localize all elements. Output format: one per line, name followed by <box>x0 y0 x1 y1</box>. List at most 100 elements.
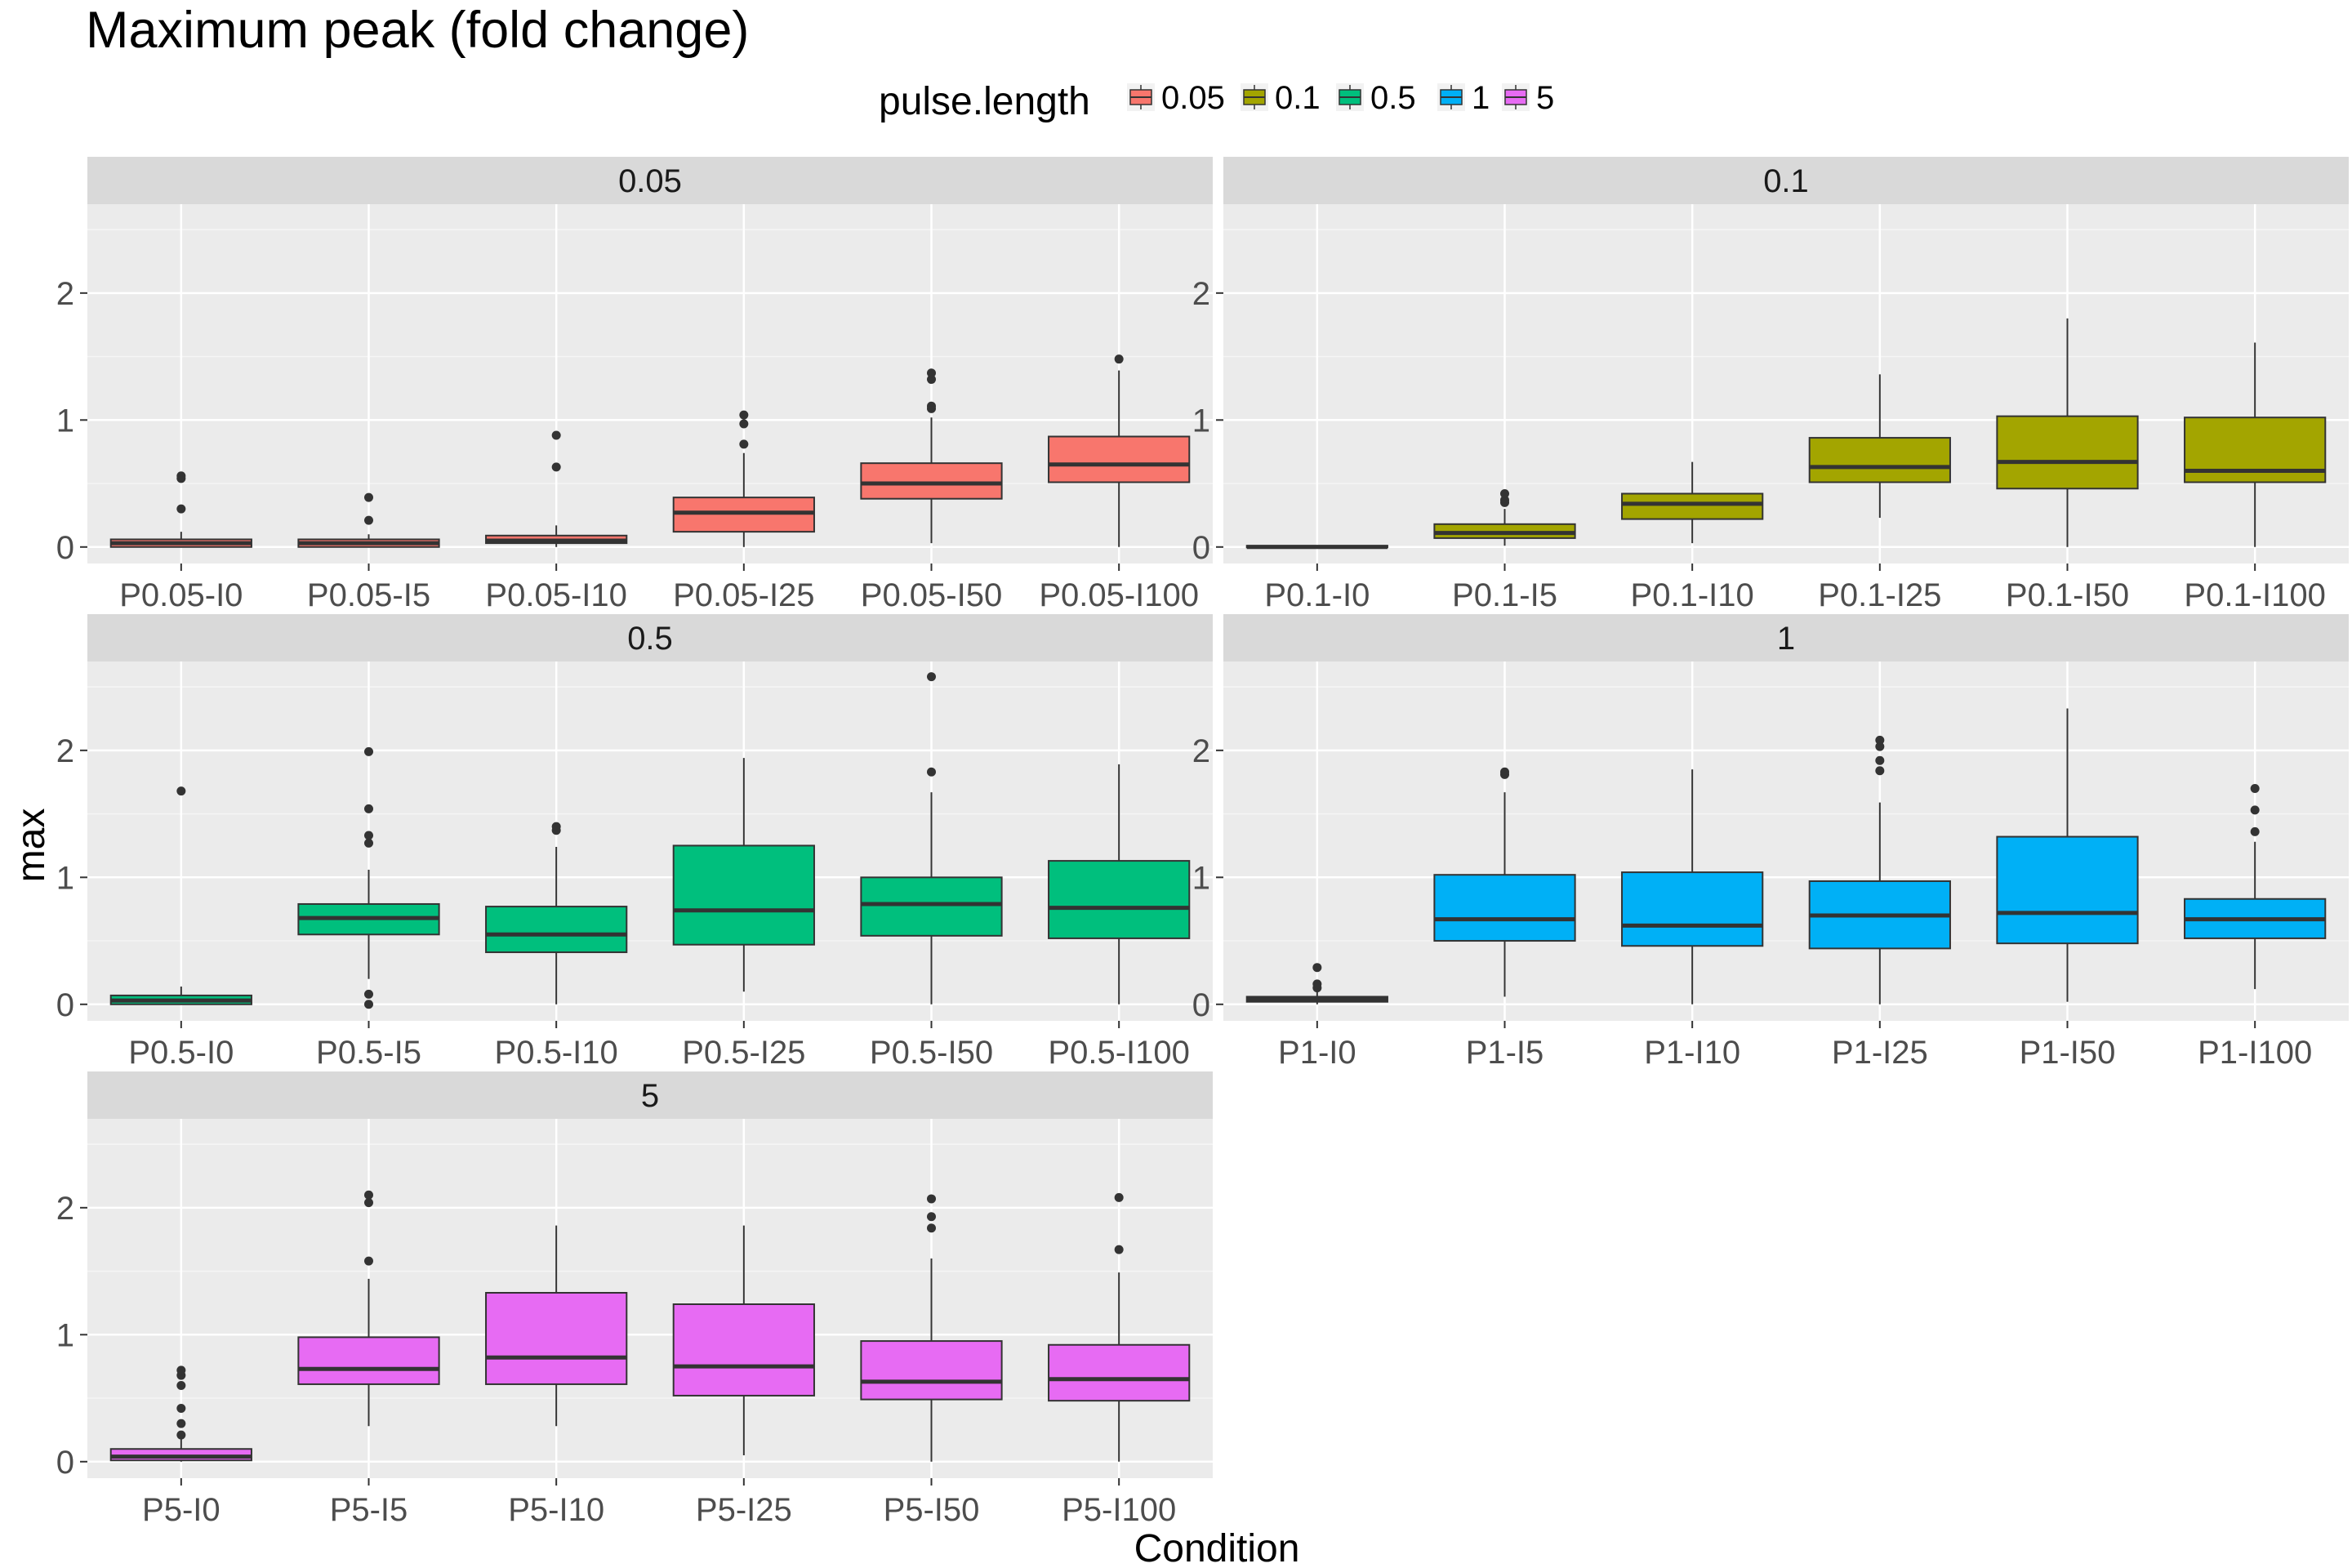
outlier-point <box>1500 495 1509 505</box>
y-tick-label: 1 <box>56 1317 74 1353</box>
x-tick-label: P5-I10 <box>508 1492 604 1528</box>
outlier-point <box>1500 767 1509 777</box>
y-tick-label: 0 <box>56 530 74 566</box>
boxplot-box <box>1048 354 1191 547</box>
outlier-point <box>176 786 186 796</box>
iqr-box <box>1996 835 2139 945</box>
outlier-point <box>364 831 373 840</box>
outlier-point <box>176 1430 186 1440</box>
boxplot-box <box>1996 708 2139 1002</box>
boxplot-box <box>109 471 252 548</box>
iqr-box <box>1996 415 2139 490</box>
outlier-point <box>364 1256 373 1266</box>
y-tick-label: 1 <box>56 403 74 439</box>
boxplot-box <box>1996 318 2139 547</box>
facet-strip-label: 0.05 <box>618 163 682 199</box>
legend-label: 1 <box>1472 80 1490 116</box>
boxplot-box <box>672 410 815 547</box>
boxplot-box <box>2184 783 2327 990</box>
iqr-box <box>485 906 628 954</box>
outlier-point <box>1312 979 1322 989</box>
boxplot-box <box>297 746 440 1009</box>
y-tick-label: 1 <box>1192 860 1210 896</box>
boxplot-box <box>672 1225 815 1456</box>
panel-background <box>87 1119 1213 1478</box>
panel-background <box>1223 662 2349 1021</box>
iqr-box <box>1621 492 1764 520</box>
x-tick-label: P5-I25 <box>696 1492 792 1528</box>
boxplot-box <box>2184 342 2327 547</box>
x-tick-label: P0.05-I5 <box>307 577 430 613</box>
outlier-point <box>927 375 936 385</box>
boxplot-box <box>1433 767 1576 997</box>
outlier-point <box>364 746 373 756</box>
boxplot-box <box>485 822 628 1004</box>
outlier-point <box>1875 735 1885 745</box>
iqr-box <box>860 876 1003 937</box>
facet-panel: 5 0 1 2 P5-I0 P5-I5 P5-I10 P5-I25 P5-I50 P5-I100 <box>56 1071 1213 1528</box>
x-tick-label: P0.05-I50 <box>861 577 1002 613</box>
x-tick-label: P0.5-I5 <box>316 1035 421 1071</box>
outlier-point <box>1312 963 1322 973</box>
outlier-point <box>927 1212 936 1222</box>
outlier-point <box>364 838 373 848</box>
y-tick-label: 1 <box>56 860 74 896</box>
outlier-point <box>2250 805 2260 815</box>
x-tick-label: P0.1-I0 <box>1264 577 1370 613</box>
outlier-point <box>739 419 749 429</box>
outlier-point <box>1114 354 1124 364</box>
facet-strip-label: 0.5 <box>627 621 673 657</box>
facet-strip <box>1223 157 2349 204</box>
facet-panel: 0.1 0 1 2 P0.1-I0 P0.1-I5 P0.1-I10 P0.1-I25 P0.1… <box>1192 157 2349 613</box>
outlier-point <box>1875 755 1885 765</box>
x-tick-label: P0.1-I10 <box>1631 577 1754 613</box>
facet-panels: 0.05 0 1 2 P0.05-I0 P0.05-I5 P0.05-I10 P0.05-I2… <box>56 157 2349 1528</box>
outlier-point <box>551 462 561 472</box>
boxplot-box <box>1048 764 1191 1004</box>
iqr-box <box>1808 437 1951 483</box>
y-tick-label: 2 <box>56 276 74 312</box>
legend-label: 0.05 <box>1161 80 1225 116</box>
outlier-point <box>551 822 561 831</box>
outlier-point <box>1114 1245 1124 1254</box>
x-tick-label: P0.1-I100 <box>2184 577 2325 613</box>
boxplot-box <box>1621 769 1764 1004</box>
y-axis-title: max <box>10 808 53 883</box>
x-tick-label: P0.1-I25 <box>1818 577 1941 613</box>
boxplot-box <box>860 368 1003 544</box>
outlier-point <box>364 804 373 813</box>
iqr-box <box>297 1336 440 1385</box>
outlier-point <box>739 439 749 449</box>
iqr-box <box>860 1340 1003 1401</box>
boxplot-box <box>109 1365 252 1462</box>
boxplot-box <box>109 786 252 1005</box>
chart-title: Maximum peak (fold change) <box>86 2 749 59</box>
boxplot-box <box>1245 545 1388 550</box>
iqr-box <box>1048 1343 1191 1402</box>
facet-strip <box>87 614 1213 662</box>
legend-label: 0.5 <box>1370 80 1416 116</box>
x-tick-label: P0.5-I10 <box>495 1035 618 1071</box>
facet-strip-label: 5 <box>641 1078 659 1114</box>
y-tick-label: 2 <box>56 1191 74 1227</box>
outlier-point <box>927 672 936 682</box>
legend-label: 5 <box>1536 80 1554 116</box>
legend: pulse.length 0.05 0.1 0.5 1 5 <box>879 80 1554 123</box>
boxplot-box <box>1808 374 1951 519</box>
x-tick-label: P0.5-I0 <box>128 1035 234 1071</box>
boxplot-box <box>485 1225 628 1427</box>
outlier-point <box>364 1190 373 1200</box>
iqr-box <box>485 1292 628 1385</box>
outlier-point <box>176 1365 186 1375</box>
x-tick-label: P0.05-I100 <box>1039 577 1199 613</box>
iqr-box <box>1048 435 1191 483</box>
iqr-box <box>1621 871 1764 947</box>
x-tick-label: P0.05-I25 <box>673 577 814 613</box>
x-tick-label: P0.5-I25 <box>682 1035 805 1071</box>
outlier-point <box>927 1194 936 1204</box>
boxplot-box <box>1433 488 1576 546</box>
x-tick-label: P0.1-I50 <box>2006 577 2129 613</box>
panel-background <box>1223 204 2349 564</box>
boxplot-box <box>485 430 628 547</box>
iqr-box <box>860 462 1003 500</box>
